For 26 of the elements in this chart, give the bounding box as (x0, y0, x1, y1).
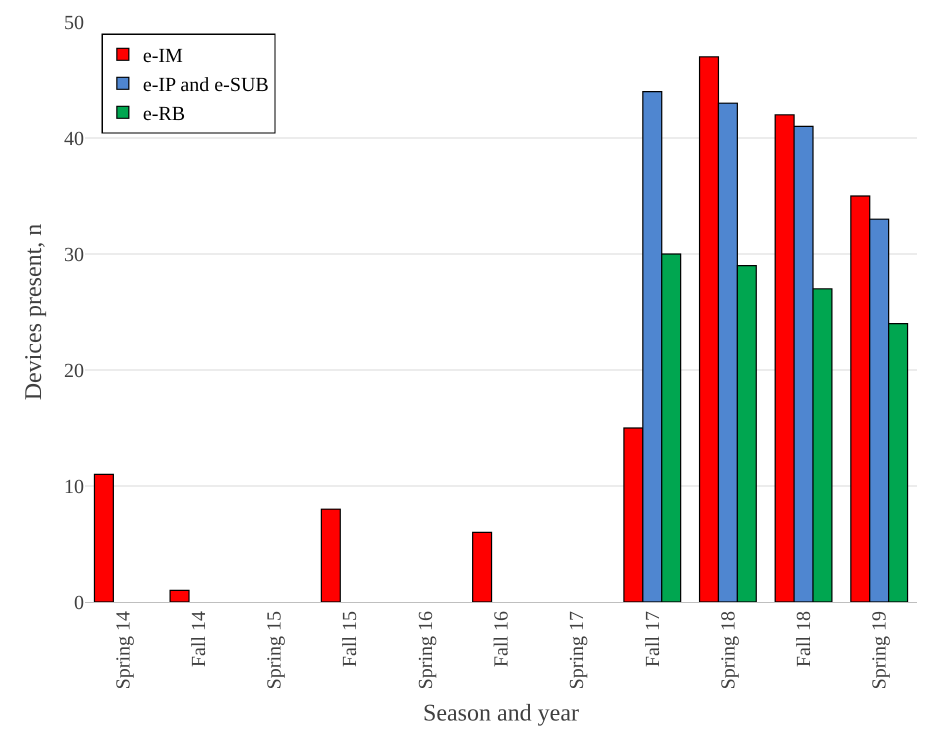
bar (472, 532, 492, 602)
x-tick-label: Spring 15 (264, 611, 286, 690)
y-tick-label: 20 (64, 360, 84, 382)
x-tick-label: Spring 14 (112, 611, 134, 690)
x-tick-label: Fall 14 (188, 611, 210, 668)
y-tick-label: 30 (64, 244, 84, 266)
bar (320, 508, 341, 602)
x-tick-label: Spring 18 (717, 611, 740, 690)
y-tick-label: 10 (64, 476, 84, 498)
y-tick-label: 0 (74, 592, 84, 614)
y-tick-label: 50 (64, 12, 84, 34)
x-tick-label: Fall 16 (490, 611, 512, 668)
x-tick-label: Fall 17 (642, 611, 664, 668)
y-tick-label: 40 (64, 128, 84, 150)
legend-label: e-RB (142, 103, 186, 126)
bar (94, 474, 114, 602)
legend-label: e-IP and e-SUB (142, 74, 269, 96)
x-axis-title: Season and year (423, 700, 579, 727)
x-tick-label: Fall 15 (339, 611, 362, 668)
bar (169, 590, 190, 602)
x-tick-label: Spring 17 (566, 611, 588, 690)
y-axis-title: Devices present, n (21, 224, 48, 400)
x-tick-label: Spring 19 (868, 611, 891, 690)
legend-label: e-IM (142, 45, 184, 68)
x-tick-label: Fall 18 (793, 611, 816, 668)
x-tick-label: Spring 16 (414, 611, 437, 690)
